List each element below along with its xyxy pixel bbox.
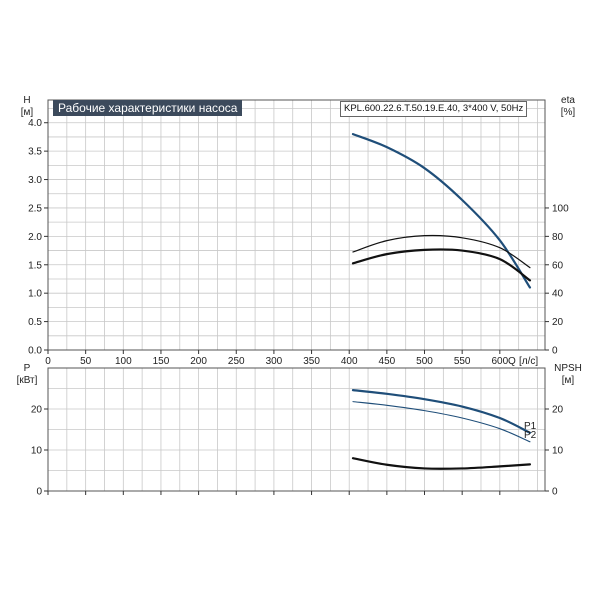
panel1-y-tick-label: 3.0 — [28, 175, 42, 186]
panel1-y-tick-label: 0.0 — [28, 346, 42, 357]
panel2-curve-label-p1: P1 — [524, 421, 537, 432]
x-tick-label: 350 — [303, 356, 320, 367]
x-tick-label: 600 — [491, 356, 508, 367]
panel2-y-axis-unit: [кВт] — [17, 375, 38, 386]
panel1-frame — [47, 99, 546, 351]
panel1-y-tick-label: 4.0 — [28, 118, 42, 129]
panel1-y-tick-label: 0.5 — [28, 317, 42, 328]
panel1-y-tick-label: 1.0 — [28, 289, 42, 300]
x-tick-label: 100 — [115, 356, 132, 367]
panel2-y-tick-label: 10 — [31, 446, 43, 457]
panel2-y2-axis-label: NPSH — [554, 363, 582, 374]
panel2-y2-axis-unit: [м] — [562, 375, 575, 386]
x-tick-label: 550 — [454, 356, 471, 367]
panel1-y2-axis-label: eta — [561, 95, 575, 106]
panel2-curve-series-3 — [351, 457, 532, 470]
x-tick-label: 450 — [379, 356, 396, 367]
panel2-y2-tick-label: 20 — [552, 405, 564, 416]
panel1-curve-series-2 — [352, 234, 531, 269]
x-axis-label: Q — [508, 356, 516, 367]
panel1-y2-tick-label: 20 — [552, 317, 564, 328]
panel2-curve-p2 — [352, 401, 531, 443]
pump-model-label: KPL.600.22.6.T.50.19.E.40, 3*400 V, 50Hz — [340, 101, 528, 117]
x-tick-label: 50 — [80, 356, 92, 367]
panel1-y2-tick-label: 80 — [552, 232, 564, 243]
panel1-y2-tick-label: 40 — [552, 289, 564, 300]
chart-title: Рабочие характеристики насоса — [53, 100, 243, 116]
panel1-curve-series-3 — [351, 248, 532, 282]
x-tick-label: 150 — [153, 356, 170, 367]
panel1-curve-series-1 — [351, 132, 532, 289]
panel2-y-tick-label: 0 — [36, 487, 42, 498]
panel2-curve-label-p2: P2 — [524, 430, 537, 441]
panel1-y-tick-label: 1.5 — [28, 260, 42, 271]
x-axis-unit: [л/с] — [519, 356, 538, 367]
panel2-y-tick-label: 20 — [31, 405, 43, 416]
panel1-y-axis-unit: [м] — [21, 107, 34, 118]
panel1-y2-tick-label: 60 — [552, 260, 564, 271]
panel1-y2-tick-label: 0 — [552, 346, 558, 357]
x-tick-label: 200 — [190, 356, 207, 367]
x-tick-label: 0 — [45, 356, 51, 367]
panel2-y-axis-label: P — [24, 363, 31, 374]
panel2-curve-p1 — [351, 389, 532, 434]
panel2-y2-tick-label: 0 — [552, 487, 558, 498]
x-tick-label: 400 — [341, 356, 358, 367]
panel1-y-axis-label: H — [23, 95, 30, 106]
panel1-y2-tick-label: 100 — [552, 203, 569, 214]
panel1-y-tick-label: 2.5 — [28, 203, 42, 214]
x-tick-label: 500 — [416, 356, 433, 367]
x-tick-label: 250 — [228, 356, 245, 367]
panel1-plot-area — [48, 100, 545, 350]
panel1-y-tick-label: 2.0 — [28, 232, 42, 243]
panel1-y-tick-label: 3.5 — [28, 147, 42, 158]
panel2-y2-tick-label: 10 — [552, 446, 564, 457]
panel1-y2-axis-unit: [%] — [561, 107, 576, 118]
x-tick-label: 300 — [266, 356, 283, 367]
panel2-frame — [47, 367, 546, 492]
